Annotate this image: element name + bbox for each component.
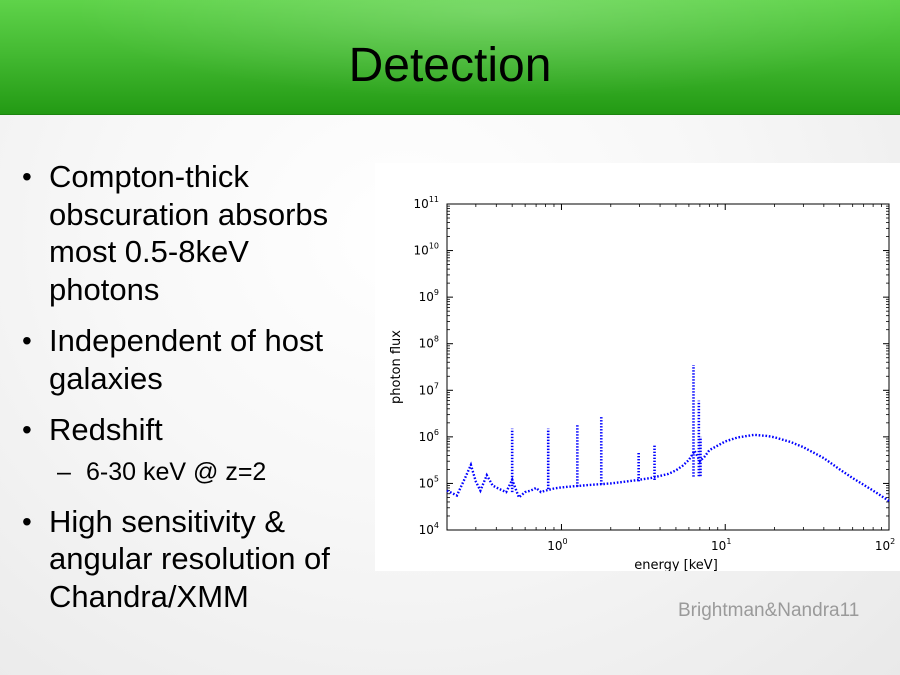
y-tick-label: 1010 [414,242,439,258]
bullet-text: Redshift [49,412,163,447]
title-bar [0,0,900,115]
y-tick-label: 109 [419,288,439,304]
plot-frame [446,203,890,531]
bullet-text: High sensitivity & angular resolution of… [49,503,330,614]
slide-title: Detection [348,39,552,92]
y-tick-label: 105 [419,474,439,490]
bullet-item: • Compton-thick obscuration absorbs most… [22,158,352,308]
bullet-glyph: • [22,505,32,537]
image-credit: Brightman&Nandra11 [678,600,860,621]
x-tick-label: 102 [875,537,895,553]
x-tick-label: 101 [711,537,731,553]
bullet-item: • Redshift [22,411,352,449]
spectrum-plot: 104 105 106 107 108 109 1010 1011 100 101 102 energ… [375,163,900,573]
y-tick-label: 107 [419,381,439,397]
bullet-list: • Compton-thick obscuration absorbs most… [22,158,352,629]
bullet-text: Compton-thick obscuration absorbs most 0… [49,159,329,307]
y-tick-label: 104 [419,521,439,537]
x-axis-label: energy [keV] [634,558,718,571]
bullet-glyph: • [22,325,32,356]
sub-bullet-item: – 6-30 keV @ z=2 [22,457,352,487]
y-tick-label: 106 [419,428,439,444]
x-tick-label: 100 [547,537,567,553]
sub-bullet-glyph: – [57,457,71,486]
y-axis-label: photon flux [389,330,404,404]
bullet-item: • Independent of host galaxies [22,322,352,397]
bullet-text: Independent of host galaxies [49,323,324,396]
bullet-glyph: • [22,161,32,192]
y-tick-label: 108 [419,335,439,351]
spectrum-chart-svg: 104 105 106 107 108 109 1010 1011 100 101 102 energ… [389,195,895,573]
y-tick-label: 1011 [414,195,439,211]
bullet-item: • High sensitivity & angular resolution … [22,503,352,616]
bullet-glyph: • [22,414,32,445]
sub-bullet-text: 6-30 keV @ z=2 [86,457,267,486]
